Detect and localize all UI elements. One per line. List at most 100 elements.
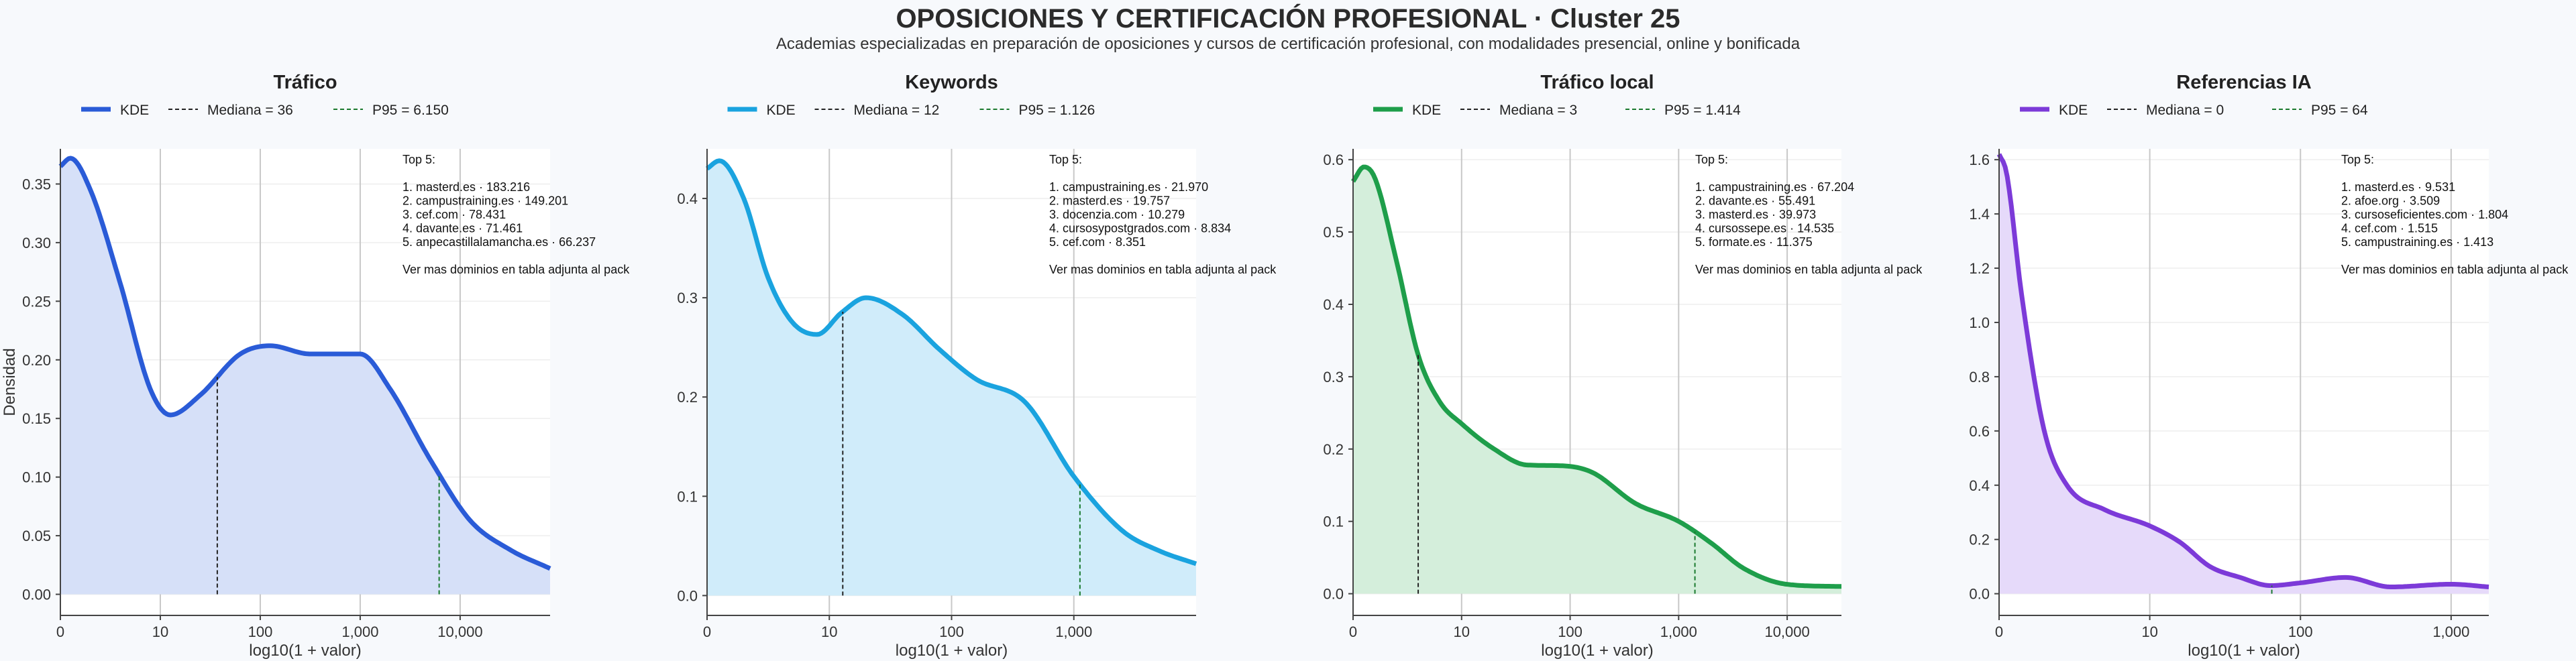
y-tick-label: 0.6 [1969,423,1990,440]
x-tick-label: 10 [821,623,837,640]
kde-line [1351,164,1842,589]
panel-title: Tráfico local [1540,72,1654,93]
panel-title: Keywords [905,72,998,93]
x-axis-label: log10(1 + valor) [2188,642,2300,660]
annotation-line: 4. cursosypostgrados.com · 8.834 [1049,222,1231,235]
y-tick-label: 1.6 [1969,152,1990,168]
x-axis-label: log10(1 + valor) [896,642,1008,660]
x-tick-label: 100 [248,623,273,640]
annotation-line: Ver mas dominios en tabla adjunta al pac… [1695,263,1923,276]
legend-p95-label: P95 = 1.126 [1019,103,1095,118]
annotation-line: Top 5: [2341,153,2374,166]
y-tick-label: 0.3 [677,290,698,306]
legend-median-label: Mediana = 12 [854,103,940,118]
annotation-line: 1. campustraining.es · 67.204 [1695,180,1854,194]
annotation-line: 3. docenzia.com · 10.279 [1049,208,1185,221]
chart-panel-2: 0.0 0.1 0.2 0.3 0.4 0 10 100 1,000 log10(1 + valo… [677,72,1277,660]
annotation-line: 2. campustraining.es · 149.201 [402,194,568,208]
annotation-line: 2. afoe.org · 3.509 [2341,194,2440,208]
x-axis-label: log10(1 + valor) [1541,642,1653,660]
x-tick-label: 0 [1995,623,2003,640]
y-tick-label: 0.0 [1323,586,1344,603]
legend-kde-label: KDE [767,103,796,118]
chart-panel-3: 0.0 0.1 0.2 0.3 0.4 0.5 0.6 0 10 100 1,000 10,000 lo… [1323,72,1923,660]
annotation-line: 3. cef.com · 78.431 [402,208,506,221]
x-tick-label: 10,000 [1764,623,1809,640]
annotation-line: 3. cursoseficientes.com · 1.804 [2341,208,2508,221]
legend-median-label: Mediana = 0 [2146,103,2224,118]
annotation-line: 4. davante.es · 71.461 [402,222,523,235]
annotation-line: 2. masterd.es · 19.757 [1049,194,1170,208]
legend-p95-label: P95 = 64 [2311,103,2368,118]
x-tick-label: 100 [939,623,964,640]
annotation-line: 1. masterd.es · 9.531 [2341,180,2455,194]
annotation-line: 4. cursossepe.es · 14.535 [1695,222,1834,235]
kde-area [1999,154,2489,594]
x-tick-label: 10 [152,623,168,640]
annotation-line: 2. davante.es · 55.491 [1695,194,1815,208]
y-tick-label: 0.15 [22,410,51,427]
legend-median-label: Mediana = 36 [207,103,293,118]
annotation-line: Top 5: [1695,153,1728,166]
kde-area [60,158,550,595]
y-tick-label: 1.4 [1969,206,1990,223]
y-tick-label: 0.4 [1969,477,1990,494]
legend-p95-label: P95 = 1.414 [1664,103,1741,118]
x-tick-label: 100 [2288,623,2313,640]
y-tick-label: 0.00 [22,587,51,603]
y-tick-label: 0.05 [22,528,51,544]
x-tick-label: 10 [1454,623,1470,640]
kde-area [1353,167,1841,594]
chart-panel-4: 0.0 0.2 0.4 0.6 0.8 1.0 1.2 1.4 1.6 0 10 100 1,000 lo… [1969,72,2569,660]
y-tick-label: 0.2 [1323,441,1344,458]
y-tick-label: 0.35 [22,176,51,192]
y-tick-label: 0.10 [22,469,51,486]
y-tick-label: 0.4 [677,190,698,207]
annotation-line: Ver mas dominios en tabla adjunta al pac… [2341,263,2569,276]
annotation-line: 5. campustraining.es · 1.413 [2341,235,2493,249]
y-tick-label: 0.1 [677,488,698,505]
y-tick-label: 0.6 [1323,152,1344,168]
x-tick-label: 10,000 [437,623,482,640]
annotation-line: 1. masterd.es · 183.216 [402,180,530,194]
x-tick-label: 1,000 [1055,623,1092,640]
y-tick-label: 0.1 [1323,514,1344,530]
y-tick-label: 1.0 [1969,314,1990,331]
annotation-line: Top 5: [1049,153,1082,166]
annotation-line: 4. cef.com · 1.515 [2341,222,2438,235]
y-tick-label: 0.8 [1969,369,1990,385]
x-tick-label: 0 [56,623,64,640]
figure-subtitle: Academias especializadas en preparación … [775,35,1801,53]
x-axis-label: log10(1 + valor) [249,642,361,660]
legend-p95-label: P95 = 6.150 [372,103,449,118]
x-tick-label: 0 [703,623,711,640]
annotation-line: 1. campustraining.es · 21.970 [1049,180,1208,194]
annotation-line: Top 5: [402,153,435,166]
y-tick-label: 0.2 [677,389,698,406]
y-tick-label: 0.30 [22,235,51,251]
y-tick-label: 0.4 [1323,296,1344,313]
legend-median-label: Mediana = 3 [1499,103,1577,118]
legend-kde-label: KDE [1412,103,1441,118]
annotation-line: 5. cef.com · 8.351 [1049,235,1146,249]
panel-title: Referencias IA [2176,72,2312,93]
y-axis-label: Densidad [1,348,19,416]
annotation-line: Ver mas dominios en tabla adjunta al pac… [1049,263,1277,276]
annotation-line: 5. formate.es · 11.375 [1695,235,1813,249]
y-tick-label: 1.2 [1969,260,1990,277]
panel-title: Tráfico [273,72,337,93]
y-tick-label: 0.3 [1323,369,1344,385]
x-tick-label: 10 [2141,623,2157,640]
legend-kde-label: KDE [2059,103,2088,118]
legend-kde-label: KDE [120,103,149,118]
kde-line [705,158,1197,566]
x-tick-label: 1,000 [1660,623,1697,640]
kde-line [1996,153,2489,589]
annotation-line: 3. masterd.es · 39.973 [1695,208,1816,221]
annotation-line: Ver mas dominios en tabla adjunta al pac… [402,263,630,276]
y-tick-label: 0.0 [1969,586,1990,603]
x-tick-label: 100 [1558,623,1582,640]
kde-line [58,156,551,571]
